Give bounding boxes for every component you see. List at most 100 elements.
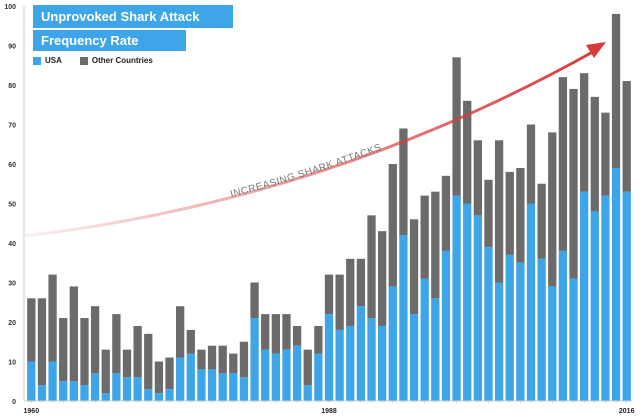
bar-usa-2004 — [494, 282, 504, 401]
bar-other-1980 — [239, 341, 249, 378]
bar-usa-1984 — [282, 349, 291, 401]
bar-usa-2012 — [580, 191, 589, 401]
bars-group — [27, 13, 631, 401]
bar-other-1993 — [378, 231, 387, 326]
bar-other-1990 — [346, 258, 355, 326]
y-tick-label: 100 — [4, 4, 16, 11]
bar-other-2011 — [569, 88, 578, 279]
bar-usa-1971 — [144, 389, 153, 401]
bar-other-1981 — [250, 282, 259, 319]
bar-usa-1975 — [186, 353, 195, 401]
bar-usa-1994 — [388, 286, 397, 401]
bar-other-2008 — [537, 183, 546, 259]
bar-other-1978 — [218, 345, 227, 374]
bar-other-1973 — [165, 357, 174, 390]
bar-usa-1967 — [101, 393, 110, 401]
y-tick-label: 50 — [8, 202, 16, 209]
bar-other-1989 — [335, 274, 344, 330]
bar-usa-1996 — [409, 314, 419, 401]
bar-usa-1985 — [292, 345, 302, 401]
bar-other-1965 — [80, 318, 89, 386]
bar-other-1992 — [367, 215, 376, 319]
bar-usa-1999 — [441, 250, 451, 401]
y-tick-label: 40 — [8, 241, 16, 248]
bar-usa-1997 — [420, 278, 429, 401]
bar-other-1991 — [356, 258, 366, 307]
bar-other-2009 — [548, 132, 557, 287]
bar-usa-1973 — [165, 389, 174, 401]
bar-other-1994 — [388, 164, 397, 287]
bar-usa-2013 — [590, 211, 599, 401]
trend-annotation: INCREASING SHARK ATTACKS — [229, 142, 383, 200]
bar-other-1982 — [261, 314, 270, 350]
bar-usa-1970 — [133, 377, 142, 401]
legend: USA Other Countries — [33, 56, 153, 65]
bar-usa-1989 — [335, 329, 344, 401]
bar-other-2005 — [505, 171, 514, 255]
bar-other-1977 — [207, 345, 217, 370]
bar-usa-2003 — [484, 246, 493, 401]
bar-usa-2014 — [601, 195, 610, 401]
y-tick-label: 90 — [8, 44, 16, 51]
bar-usa-2000 — [452, 195, 461, 401]
bar-other-1974 — [176, 306, 185, 358]
legend-label-usa: USA — [45, 56, 62, 65]
bar-other-2012 — [580, 73, 589, 192]
bar-other-2003 — [484, 179, 493, 247]
bar-other-1988 — [324, 274, 334, 315]
y-axis: 0 10 20 30 40 50 60 70 80 90 100 — [4, 4, 25, 406]
legend-swatch-usa — [33, 56, 41, 65]
bar-usa-2005 — [505, 254, 514, 401]
bar-other-1983 — [271, 314, 280, 354]
bar-other-1975 — [186, 329, 195, 354]
bar-other-1984 — [282, 314, 291, 350]
y-tick-label: 70 — [8, 123, 16, 130]
bar-usa-2007 — [526, 203, 536, 401]
trend-arrow-line — [24, 47, 599, 238]
bar-usa-1981 — [250, 318, 259, 401]
bar-other-1969 — [122, 349, 132, 378]
bar-usa-1995 — [399, 235, 408, 401]
bar-other-1967 — [101, 349, 110, 394]
bar-other-1997 — [420, 195, 429, 279]
legend-swatch-other — [79, 56, 88, 65]
bar-usa-1991 — [356, 306, 366, 401]
bar-usa-2016 — [622, 191, 631, 401]
chart-title: Unprovoked Shark Attack — [33, 5, 233, 28]
bar-other-2010 — [558, 77, 568, 251]
bar-usa-2002 — [473, 215, 482, 401]
bar-usa-1965 — [80, 385, 89, 401]
bar-other-2006 — [516, 167, 525, 263]
bar-usa-2008 — [537, 258, 546, 401]
bar-usa-1972 — [154, 393, 164, 401]
bar-other-1970 — [133, 325, 142, 378]
bar-usa-2006 — [516, 262, 525, 401]
bar-usa-1966 — [90, 373, 100, 401]
bar-other-1986 — [303, 349, 312, 386]
y-tick-label: 10 — [8, 360, 16, 367]
bar-usa-1968 — [112, 373, 121, 401]
bar-usa-1990 — [346, 325, 355, 401]
bar-other-2016 — [622, 81, 631, 192]
bar-usa-1961 — [37, 385, 47, 401]
bar-other-1985 — [292, 325, 302, 346]
bar-usa-1976 — [197, 369, 206, 401]
y-tick-label: 60 — [8, 162, 16, 169]
bar-other-2015 — [611, 13, 621, 168]
bar-usa-1974 — [176, 357, 185, 401]
bar-usa-1962 — [48, 361, 57, 401]
bar-usa-1983 — [271, 353, 280, 401]
legend-label-other: Other Countries — [91, 56, 153, 65]
bar-other-1999 — [441, 175, 451, 251]
bar-other-1964 — [69, 286, 78, 382]
bar-usa-1969 — [122, 377, 132, 401]
bar-other-1962 — [48, 274, 57, 362]
bar-other-1971 — [144, 333, 153, 390]
bar-other-2001 — [463, 100, 472, 204]
bar-usa-1998 — [431, 298, 440, 401]
y-tick-label: 0 — [12, 399, 16, 406]
bar-other-2014 — [601, 112, 610, 196]
x-tick-label: 1988 — [321, 408, 337, 415]
bar-other-1961 — [37, 298, 47, 386]
